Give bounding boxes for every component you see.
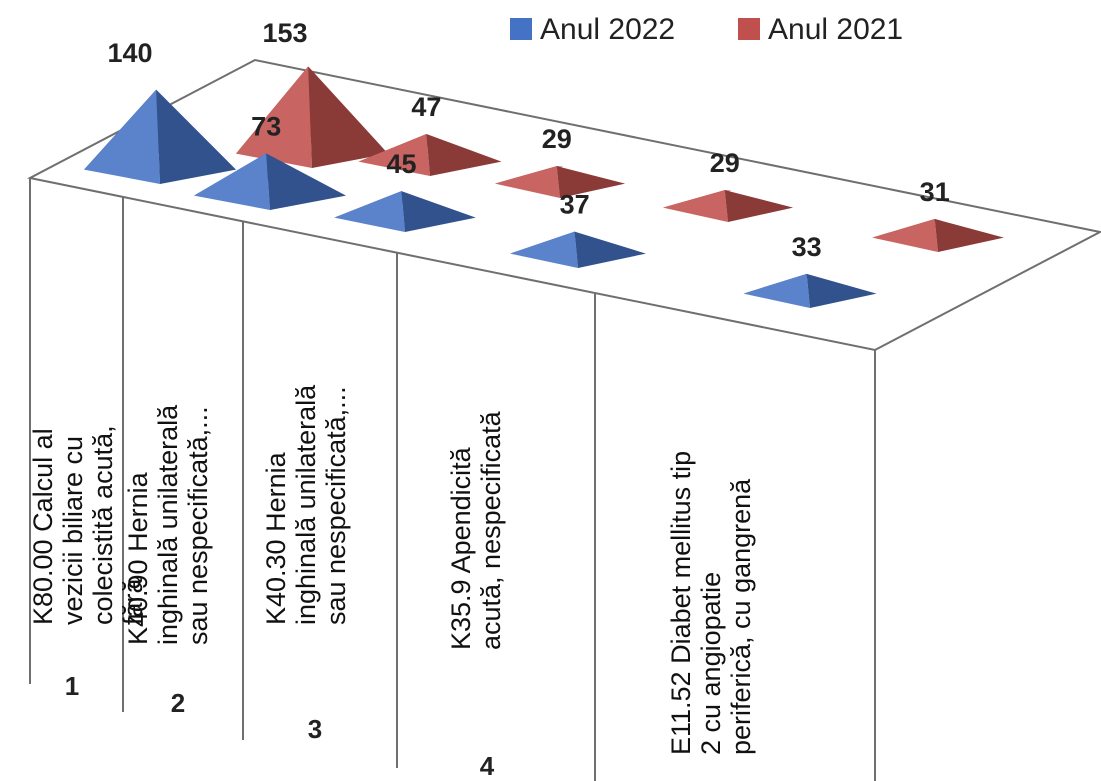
category-dividers <box>29 178 876 781</box>
value-labels: 153 47 29 29 31 140 73 45 37 33 <box>107 18 949 262</box>
value-label: 33 <box>792 232 822 262</box>
pyramid-2021-1 <box>236 66 388 168</box>
category-label-line: 2 cu angiopatie <box>696 572 726 755</box>
category-number: 3 <box>308 714 322 744</box>
value-label: 47 <box>411 92 441 122</box>
category-label-line: colecistită acută, <box>88 425 118 625</box>
category-label-4: K35.9 Apendicită acută, nespecificată <box>446 410 506 650</box>
category-label-line: K40.30 Hernia <box>261 451 291 625</box>
category-number: 2 <box>171 688 185 718</box>
value-label: 29 <box>710 148 740 178</box>
pyramid-2021-4 <box>662 190 794 222</box>
pyramid-2022-5 <box>743 273 877 308</box>
category-label-line: inghinală unilaterală <box>291 384 321 625</box>
category-label-line: acută, nespecificată <box>476 410 506 650</box>
category-label-line: K35.9 Apendicită <box>446 446 476 650</box>
value-label: 153 <box>262 18 307 48</box>
legend-label: Anul 2021 <box>768 13 903 46</box>
legend-swatch <box>738 18 760 40</box>
legend-swatch <box>510 18 532 40</box>
value-label: 45 <box>386 149 416 179</box>
pyramid-2022-1 <box>84 89 236 184</box>
legend-label: Anul 2022 <box>540 13 675 46</box>
chart-marks <box>84 66 1004 308</box>
pyramid-2022-3 <box>334 191 476 232</box>
category-label-line: K80.00 Calcul al <box>28 428 58 625</box>
category-label-2: K40.90 Hernia inghinală unilaterală sau ne… <box>123 404 213 645</box>
value-label: 37 <box>560 190 590 220</box>
category-label-line: fără <box>118 577 148 625</box>
pyramid-2021-2 <box>358 133 502 176</box>
value-label: 29 <box>542 124 572 154</box>
category-label-3: K40.30 Hernia inghinală unilaterală sau ne… <box>261 384 351 625</box>
pyramid-2022-4 <box>510 231 646 268</box>
category-labels: K80.00 Calcul al vezicii biliare cu coleci… <box>28 384 756 781</box>
legend: Anul 2022 Anul 2021 <box>510 13 903 46</box>
pyramid-2021-5 <box>872 218 1004 252</box>
category-label-line: sau nespecificată,... <box>321 386 351 625</box>
category-number: 4 <box>480 751 495 781</box>
value-label: 31 <box>920 177 950 207</box>
category-label-line: periferică, cu gangrenă <box>726 478 756 755</box>
category-label-line: inghinală unilaterală <box>153 404 183 645</box>
category-label-line: E11.52 Diabet mellitus tip <box>666 451 696 755</box>
category-label-1: K80.00 Calcul al vezicii biliare cu coleci… <box>28 425 148 625</box>
pyramid-2021-3 <box>494 166 626 198</box>
category-number: 1 <box>65 671 79 701</box>
category-label-line: K40.90 Hernia <box>123 471 153 645</box>
value-label: 140 <box>107 38 152 68</box>
pyramid-2022-2 <box>194 153 346 210</box>
category-label-line: vezicii biliare cu <box>58 436 88 625</box>
category-label-5: E11.52 Diabet mellitus tip 2 cu angiopati… <box>666 451 756 755</box>
value-label: 73 <box>251 111 281 141</box>
category-label-line: sau nespecificată,... <box>183 406 213 645</box>
